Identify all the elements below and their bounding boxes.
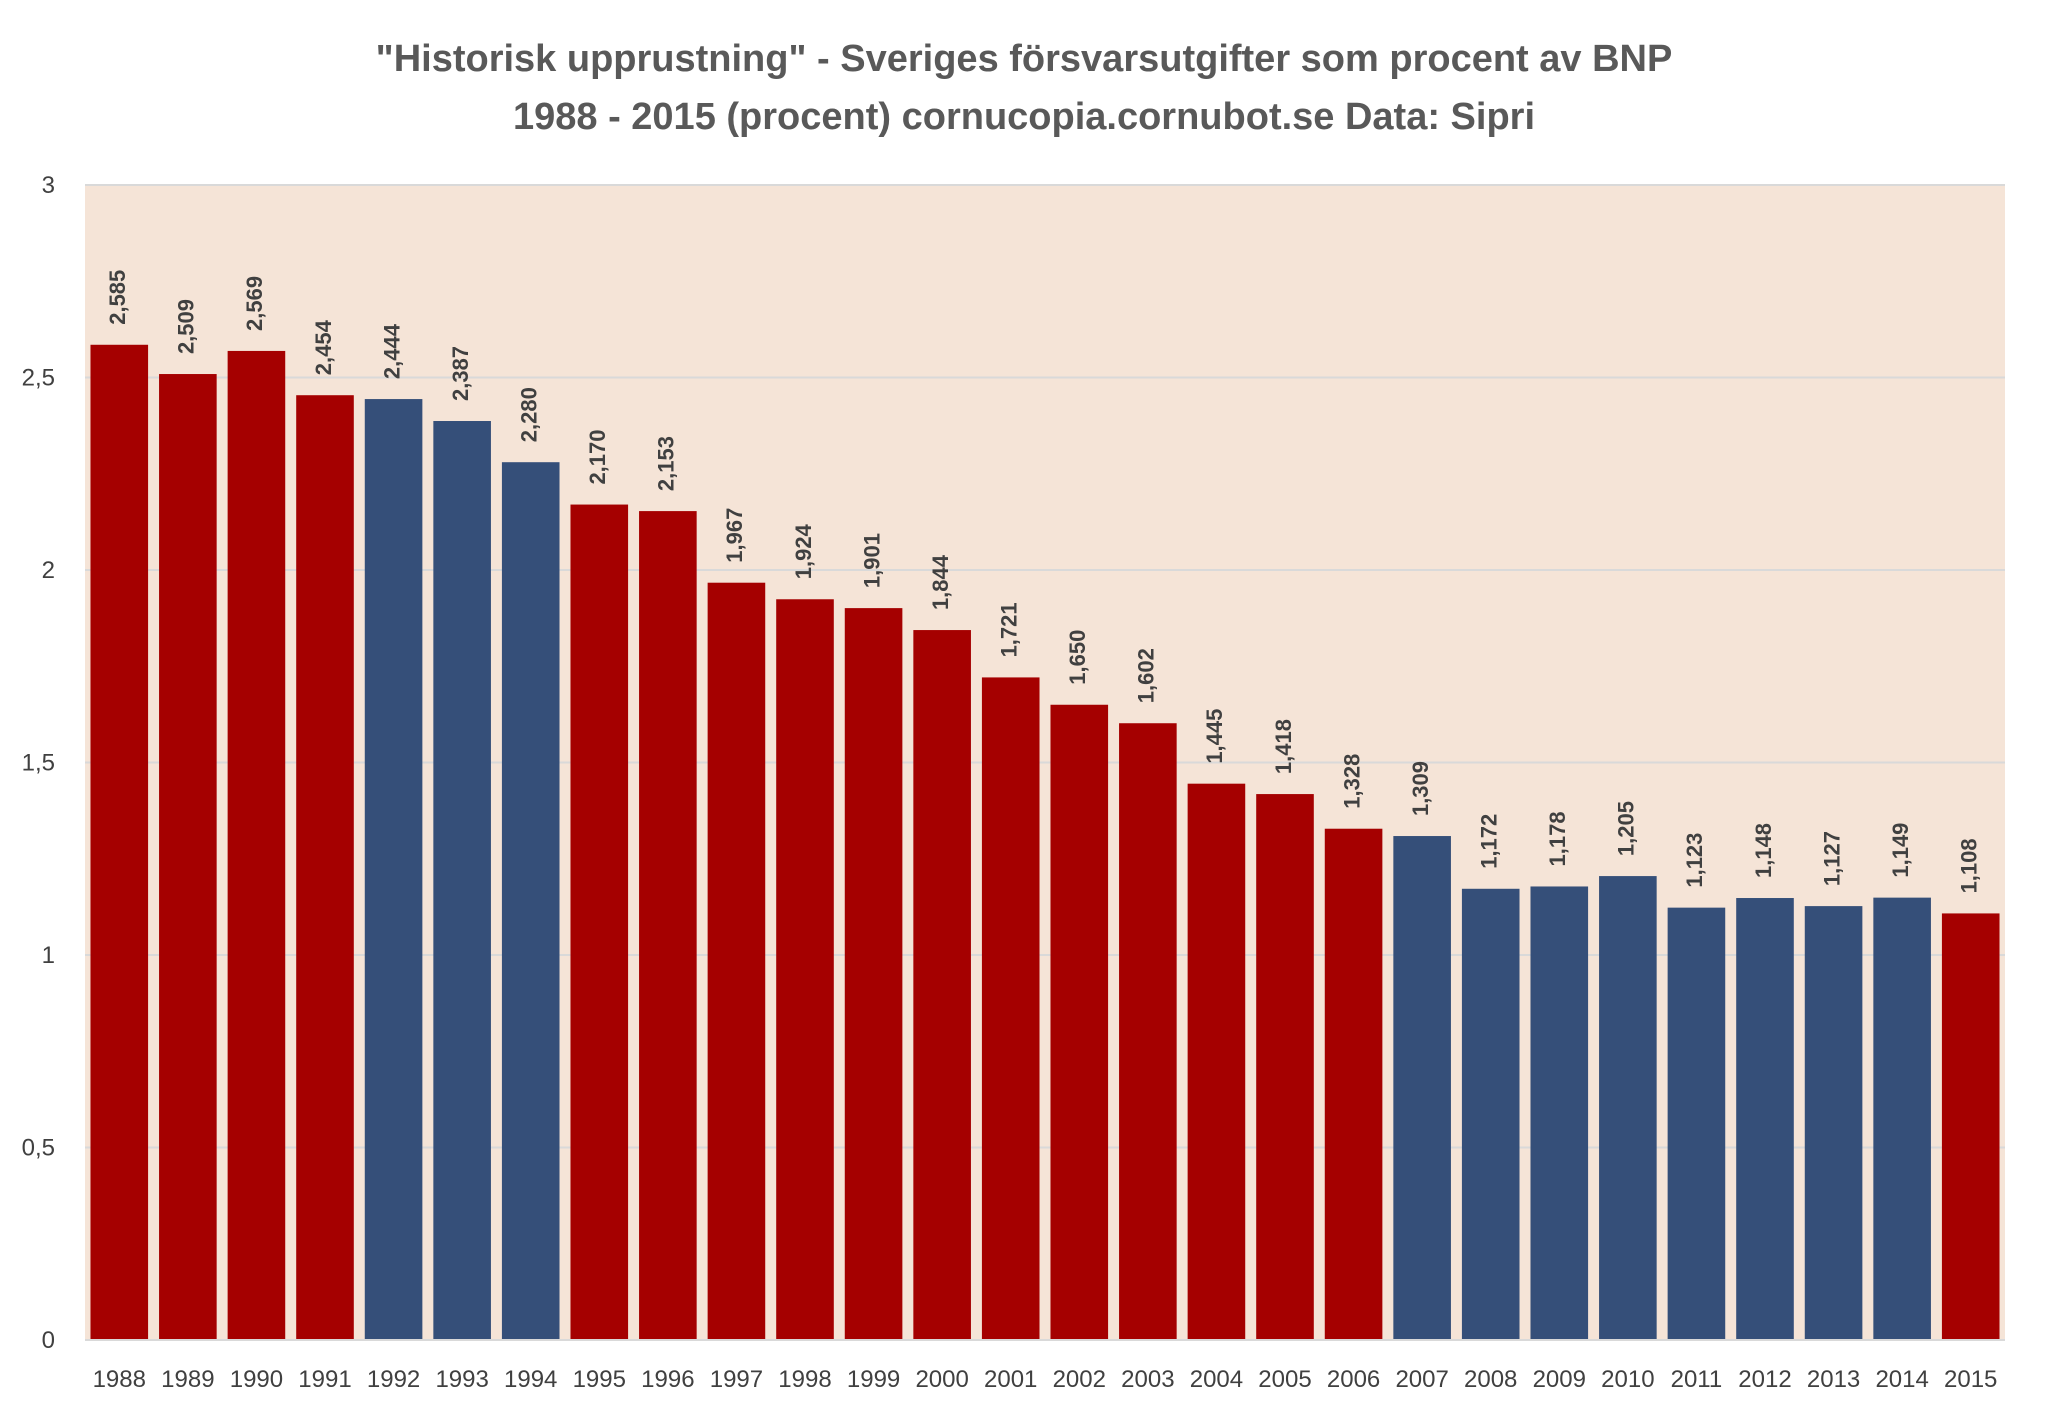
bar [776, 599, 834, 1340]
data-labels: 2,585 2,509 2,569 2,454 2,444 2,387 2,280 2,170… [105, 270, 1981, 894]
bar [1736, 898, 1794, 1340]
x-tick-label: 2008 [1464, 1366, 1517, 1393]
bar [913, 630, 971, 1340]
chart-title-line-1: "Historisk upprustning" - Sveriges försv… [375, 38, 1673, 80]
x-tick-label: 2000 [915, 1366, 968, 1393]
data-label: 1,901 [859, 533, 884, 588]
data-label: 1,205 [1614, 801, 1639, 856]
y-tick-label: 1,5 [22, 750, 55, 777]
x-tick-label: 2010 [1601, 1366, 1654, 1393]
data-label: 1,602 [1134, 648, 1159, 703]
bar [296, 395, 354, 1341]
x-tick-label: 2007 [1395, 1366, 1448, 1393]
data-label: 2,509 [174, 299, 199, 354]
bar [1804, 906, 1863, 1340]
x-tick-label: 2005 [1258, 1366, 1311, 1393]
bar [501, 462, 560, 1340]
bar [433, 421, 491, 1340]
bar [1050, 704, 1109, 1340]
y-tick-label: 2 [42, 557, 55, 584]
x-axis: 1988 1989 1990 1991 1992 1993 1994 1995 1996 1997… [85, 1339, 2005, 1393]
bar [1324, 828, 1383, 1340]
x-tick-label: 2003 [1121, 1366, 1174, 1393]
data-label: 1,967 [722, 508, 747, 563]
y-tick-label: 2,5 [22, 365, 55, 392]
data-label: 1,650 [1065, 630, 1090, 685]
data-label: 1,328 [1339, 754, 1364, 809]
x-tick-label: 1990 [230, 1366, 283, 1393]
x-tick-label: 1993 [435, 1366, 488, 1393]
y-tick-label: 0,5 [22, 1135, 55, 1162]
data-label: 1,172 [1477, 814, 1502, 869]
data-label: 2,585 [105, 270, 130, 325]
x-tick-label: 1988 [93, 1366, 146, 1393]
x-tick-label: 2009 [1533, 1366, 1586, 1393]
x-tick-label: 2013 [1807, 1366, 1860, 1393]
x-tick-label: 1989 [161, 1366, 214, 1393]
x-tick-label: 2001 [984, 1366, 1037, 1393]
data-label: 2,569 [242, 276, 267, 331]
x-tick-label: 2014 [1875, 1366, 1928, 1393]
x-tick-label: 2004 [1190, 1366, 1243, 1393]
bar [90, 344, 149, 1340]
data-label: 2,280 [517, 387, 542, 442]
bar [1256, 794, 1314, 1340]
data-label: 1,148 [1751, 823, 1776, 878]
y-axis: 0 0,5 1 1,5 2 2,5 3 [22, 172, 55, 1354]
data-label: 2,153 [654, 436, 679, 491]
x-tick-label: 1991 [298, 1366, 351, 1393]
bar [1873, 897, 1931, 1340]
data-label: 1,721 [997, 602, 1022, 657]
bar [1599, 876, 1657, 1340]
data-label: 1,127 [1819, 831, 1844, 886]
bar [1667, 907, 1726, 1340]
bar [364, 399, 423, 1340]
x-tick-label: 1999 [847, 1366, 900, 1393]
bar [1941, 913, 2000, 1340]
bar [570, 504, 629, 1340]
bar [981, 677, 1040, 1340]
bars [90, 344, 2000, 1341]
chart-title: "Historisk upprustning" - Sveriges försv… [0, 30, 2048, 146]
x-tick-label: 2015 [1944, 1366, 1997, 1393]
bar [844, 608, 903, 1340]
data-label: 1,924 [791, 523, 816, 579]
data-label: 1,445 [1202, 709, 1227, 764]
data-label: 2,387 [448, 346, 473, 401]
bar [227, 350, 286, 1340]
x-tick-label: 1992 [367, 1366, 420, 1393]
x-tick-label: 1997 [710, 1366, 763, 1393]
data-label: 1,123 [1682, 833, 1707, 888]
chart-title-line-2: 1988 - 2015 (procent) cornucopia.cornubo… [512, 96, 1536, 138]
x-tick-label: 1994 [504, 1366, 557, 1393]
data-label: 1,309 [1408, 761, 1433, 816]
data-label: 2,454 [311, 319, 336, 375]
data-label: 1,108 [1957, 838, 1982, 893]
bar [707, 582, 766, 1340]
x-tick-label: 1998 [778, 1366, 831, 1393]
y-tick-label: 3 [42, 172, 55, 199]
bar [1119, 723, 1177, 1340]
data-label: 2,444 [379, 323, 404, 379]
x-tick-label: 2012 [1738, 1366, 1791, 1393]
y-tick-label: 1 [42, 942, 55, 969]
bar [639, 511, 697, 1341]
bar [159, 374, 217, 1340]
bar [1393, 836, 1451, 1340]
data-label: 1,844 [928, 554, 953, 610]
data-label: 1,178 [1545, 811, 1570, 866]
bar [1461, 888, 1520, 1340]
data-label: 1,418 [1271, 719, 1296, 774]
x-tick-label: 1996 [641, 1366, 694, 1393]
x-tick-label: 2006 [1327, 1366, 1380, 1393]
bar [1530, 886, 1589, 1340]
y-tick-label: 0 [42, 1327, 55, 1354]
x-tick-label: 2011 [1671, 1366, 1723, 1393]
bar [1187, 783, 1246, 1340]
data-label: 2,170 [585, 429, 610, 484]
x-tick-label: 1995 [573, 1366, 626, 1393]
x-tick-label: 2002 [1053, 1366, 1106, 1393]
data-label: 1,149 [1888, 823, 1913, 878]
